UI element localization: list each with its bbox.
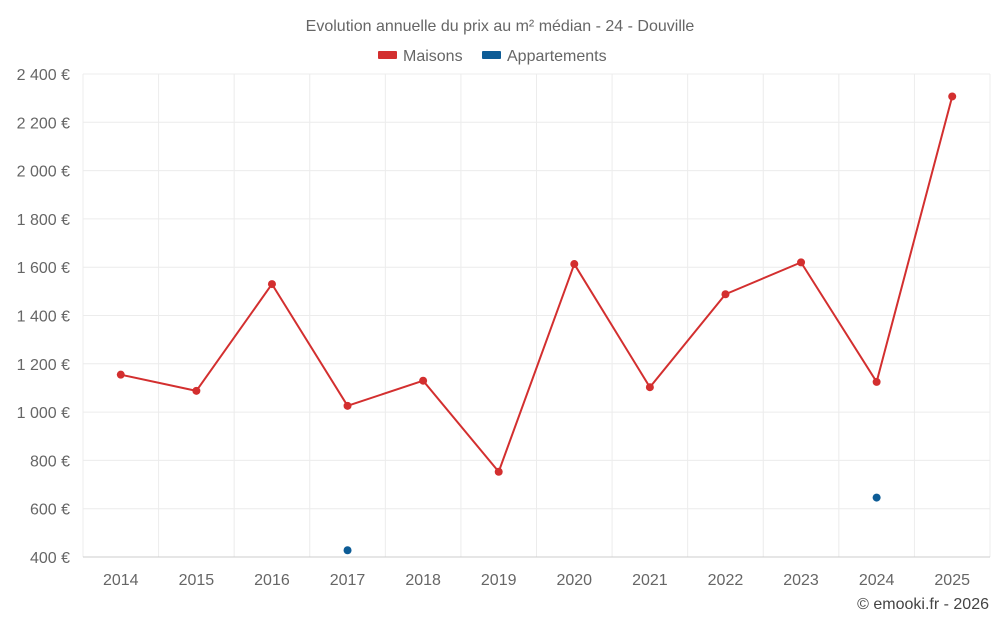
series-maisons: [116, 92, 957, 476]
x-tick-label: 2017: [330, 572, 366, 589]
data-point-maisons-2018[interactable]: [419, 376, 428, 385]
data-point-maisons-2025[interactable]: [948, 92, 957, 101]
y-tick-label: 800 €: [30, 453, 70, 470]
chart-title: Evolution annuelle du prix au m² médian …: [306, 18, 695, 35]
x-tick-label: 2014: [103, 572, 139, 589]
credit: © emooki.fr - 2026: [857, 596, 989, 613]
x-tick-label: 2015: [179, 572, 215, 589]
y-tick-label: 2 000 €: [17, 164, 70, 181]
x-tick-label: 2019: [481, 572, 517, 589]
legend-item-appartements[interactable]: Appartements: [482, 48, 607, 65]
series-appartements: [343, 493, 881, 555]
x-axis: 2014 2015 2016 2017 2018 2019 2020 2021 2022 2023…: [83, 556, 990, 589]
x-tick-label: 2023: [783, 572, 819, 589]
x-tick-label: 2025: [934, 572, 970, 589]
data-point-maisons-2017[interactable]: [343, 401, 352, 410]
x-tick-label: 2022: [708, 572, 744, 589]
data-point-appartements-2017[interactable]: [343, 546, 352, 555]
data-point-maisons-2023[interactable]: [797, 258, 806, 267]
data-point-maisons-2014[interactable]: [116, 370, 125, 379]
x-tick-label: 2016: [254, 572, 290, 589]
data-point-maisons-2020[interactable]: [570, 260, 579, 269]
y-tick-label: 1 200 €: [17, 357, 70, 374]
legend: Maisons Appartements: [378, 48, 607, 65]
y-tick-label: 1 000 €: [17, 405, 70, 422]
data-point-maisons-2015[interactable]: [192, 386, 201, 395]
data-point-maisons-2022[interactable]: [721, 290, 730, 299]
x-tick-label: 2020: [556, 572, 592, 589]
x-tick-label: 2018: [405, 572, 441, 589]
grid: [82, 73, 991, 557]
y-tick-label: 1 800 €: [17, 212, 70, 229]
series-line-maisons: [120, 96, 954, 473]
y-tick-label: 400 €: [30, 550, 70, 567]
x-tick-label: 2024: [859, 572, 895, 589]
data-point-maisons-2024[interactable]: [872, 377, 881, 386]
y-tick-label: 1 600 €: [17, 260, 70, 277]
data-point-maisons-2016[interactable]: [267, 280, 276, 289]
series: [116, 92, 957, 555]
data-point-appartements-2024[interactable]: [872, 493, 881, 502]
legend-swatch-maisons: [378, 51, 397, 59]
y-tick-label: 2 400 €: [17, 67, 70, 84]
y-axis: 400 € 600 € 800 € 1 000 € 1 200 € 1 400 € 1 60…: [17, 67, 70, 567]
legend-label-maisons: Maisons: [403, 48, 463, 65]
x-tick-label: 2021: [632, 572, 668, 589]
data-point-maisons-2019[interactable]: [494, 467, 503, 476]
y-tick-label: 1 400 €: [17, 309, 70, 326]
legend-item-maisons[interactable]: Maisons: [378, 48, 463, 65]
y-tick-label: 600 €: [30, 502, 70, 519]
legend-swatch-appartements: [482, 51, 501, 59]
y-tick-label: 2 200 €: [17, 115, 70, 132]
legend-label-appartements: Appartements: [507, 48, 607, 65]
data-point-maisons-2021[interactable]: [645, 383, 654, 392]
